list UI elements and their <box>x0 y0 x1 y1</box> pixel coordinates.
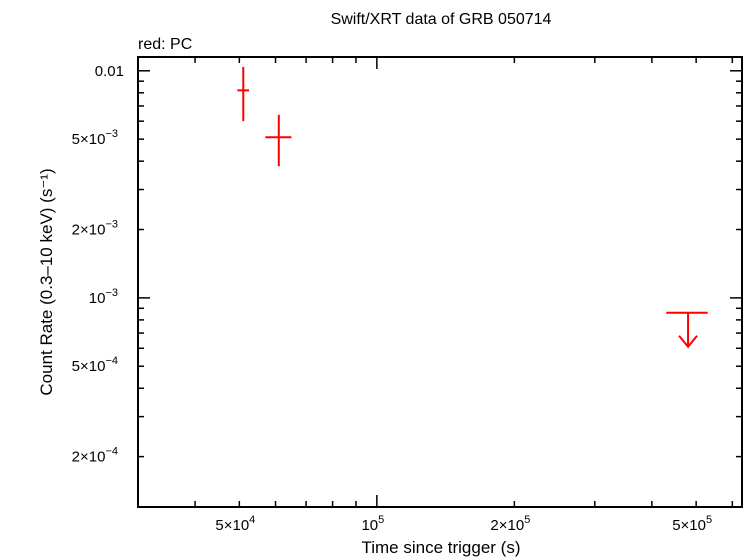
x-tick-label: 2×105 <box>490 514 530 534</box>
x-tick-label: 5×104 <box>215 514 255 534</box>
upper-limit <box>666 311 708 349</box>
tick-labels: 5×104 105 2×105 5×105 0.01 5×10−3 2×10−3 10−3 5×… <box>72 63 712 534</box>
y-axis-label: Count Rate (0.3–10 keV) (s⁻¹) <box>37 168 56 395</box>
x-tick-label: 5×105 <box>672 514 712 534</box>
y-tick-label: 2×10−3 <box>72 219 118 239</box>
x-axis-label: Time since trigger (s) <box>361 538 520 557</box>
y-tick-label: 0.01 <box>95 63 124 80</box>
data-point <box>265 114 292 167</box>
chart-subtitle: red: PC <box>138 36 192 53</box>
data-point <box>237 66 250 122</box>
y-tick-label: 5×10−3 <box>72 128 118 148</box>
plot-frame <box>137 56 743 508</box>
data-marks <box>237 66 708 349</box>
y-tick-label: 10−3 <box>89 287 118 307</box>
upper-limit-arrow-head <box>678 335 698 349</box>
x-tick-label: 105 <box>361 514 384 534</box>
axis-ticks <box>137 57 742 507</box>
chart-title: Swift/XRT data of GRB 050714 <box>331 11 552 28</box>
y-tick-label: 2×10−4 <box>72 446 118 466</box>
y-tick-label: 5×10−4 <box>72 355 118 375</box>
